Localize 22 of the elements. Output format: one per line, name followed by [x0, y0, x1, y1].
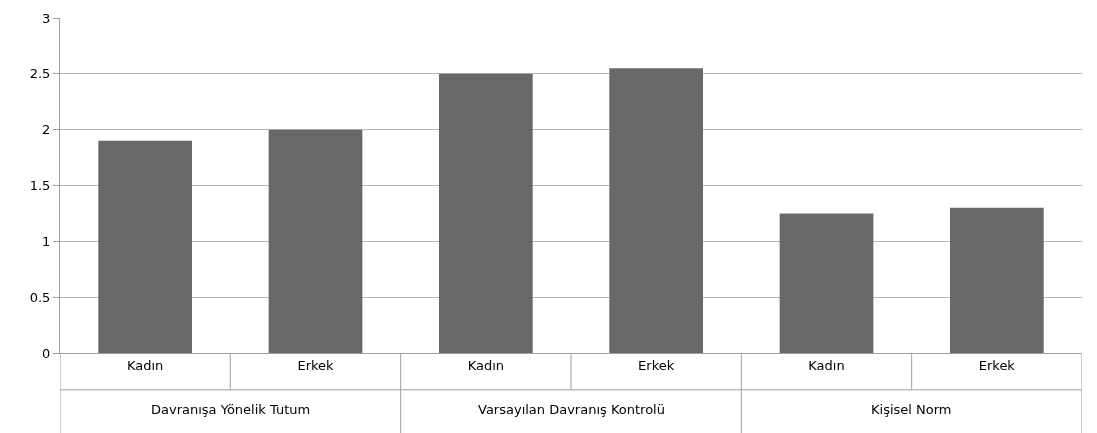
x-tick-label: Erkek: [297, 357, 335, 373]
y-tick-label: 2.5: [29, 66, 51, 82]
y-tick-label: 1.5: [29, 178, 51, 194]
x-tick-label: Kadın: [467, 357, 505, 373]
y-tick-label: 2: [42, 122, 51, 138]
text: Varsayılan Davranış Kontrolü: [478, 402, 665, 417]
bar: [609, 68, 704, 353]
text: Kişisel Norm: [871, 402, 952, 417]
x-tick-label: Erkek: [638, 357, 675, 373]
x-tick-label: Erkek: [978, 357, 1016, 373]
bar: [438, 73, 533, 353]
bar: [779, 213, 874, 353]
y-tick-label: 0: [42, 345, 51, 361]
y-tick-label: 1: [42, 233, 51, 249]
y-tick-label: 0.5: [29, 289, 51, 305]
y-tick-label: 3: [42, 10, 51, 26]
x-tick-label: Kadın: [808, 357, 845, 373]
bar: [949, 207, 1044, 353]
bar: [268, 129, 363, 353]
bar: [98, 140, 193, 353]
text: Davranışa Yönelik Tutum: [151, 402, 311, 417]
x-tick-label: Kadın: [126, 357, 164, 373]
